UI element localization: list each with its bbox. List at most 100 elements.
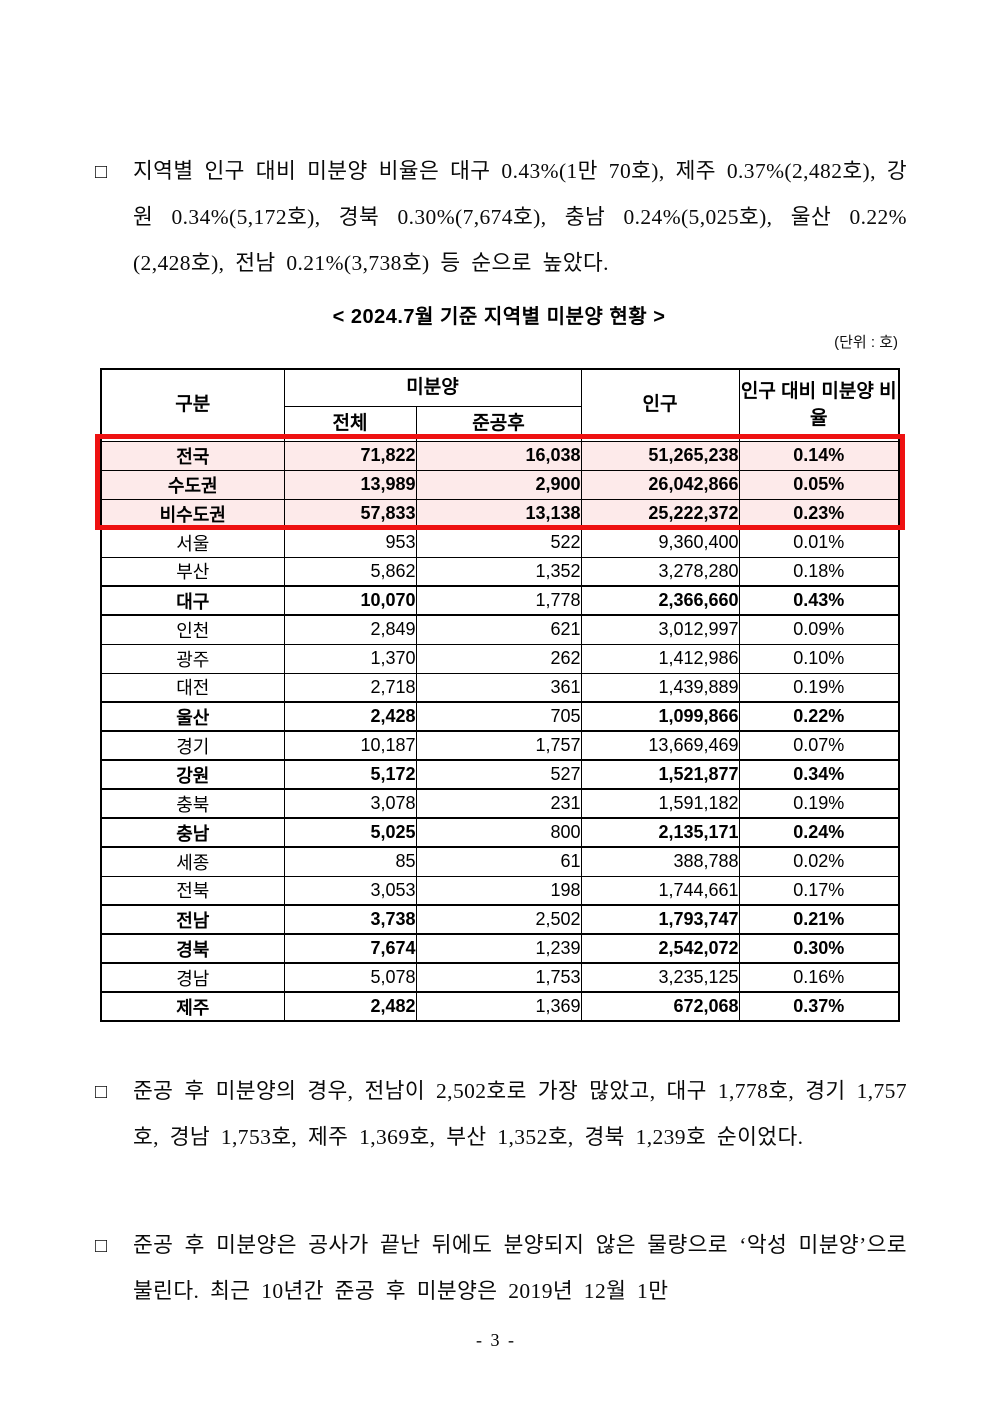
cell-unsold-total: 2,718: [283, 672, 417, 703]
cell-unsold-total: 10,070: [283, 585, 417, 616]
cell-ratio: 0.18%: [738, 556, 900, 587]
cell-region: 비수도권: [100, 498, 285, 529]
cell-unsold-total: 71,822: [283, 440, 417, 471]
cell-unsold-after-completion: 800: [415, 817, 582, 848]
cell-ratio: 0.30%: [738, 933, 900, 964]
table-row: 전남 3,738 2,502 1,793,747 0.21%: [100, 904, 900, 935]
cell-region: 울산: [100, 701, 285, 732]
cell-unsold-after-completion: 1,753: [415, 962, 582, 993]
cell-population: 2,542,072: [580, 933, 740, 964]
cell-ratio: 0.43%: [738, 585, 900, 616]
cell-unsold-after-completion: 1,352: [415, 556, 582, 587]
cell-ratio: 0.34%: [738, 759, 900, 790]
cell-unsold-after-completion: 1,369: [415, 991, 582, 1022]
table-row: 경기 10,187 1,757 13,669,469 0.07%: [100, 730, 900, 761]
table-row: 충남 5,025 800 2,135,171 0.24%: [100, 817, 900, 848]
table-title: < 2024.7월 기준 지역별 미분양 현황 >: [332, 306, 666, 328]
cell-ratio: 0.16%: [738, 962, 900, 993]
cell-region: 대전: [100, 672, 285, 703]
table-row: 강원 5,172 527 1,521,877 0.34%: [100, 759, 900, 790]
cell-population: 1,099,866: [580, 701, 740, 732]
cell-region: 세종: [100, 846, 285, 877]
paragraph-unsold-ratio: □ 지역별 인구 대비 미분양 비율은 대구 0.43%(1만 70호), 제주…: [95, 148, 907, 286]
cell-unsold-after-completion: 1,239: [415, 933, 582, 964]
cell-ratio: 0.01%: [738, 527, 900, 558]
table-row: 서울 953 522 9,360,400 0.01%: [100, 527, 900, 558]
cell-unsold-after-completion: 621: [415, 614, 582, 645]
cell-unsold-total: 3,738: [283, 904, 417, 935]
cell-unsold-after-completion: 2,502: [415, 904, 582, 935]
cell-unsold-after-completion: 16,038: [415, 440, 582, 471]
table-body: 전국 71,822 16,038 51,265,238 0.14% 수도권 13,989 2,…: [100, 440, 900, 1022]
table-unit-label: (단위 : 호): [834, 334, 898, 351]
paragraph-bad-unsold: □ 준공 후 미분양은 공사가 끝난 뒤에도 분양되지 않은 물량으로 ‘악성 …: [95, 1222, 907, 1314]
header-total: 전체: [283, 405, 417, 442]
cell-ratio: 0.19%: [738, 788, 900, 819]
cell-population: 1,412,986: [580, 643, 740, 674]
cell-population: 51,265,238: [580, 440, 740, 471]
cell-unsold-total: 10,187: [283, 730, 417, 761]
header-population: 인구: [580, 368, 740, 442]
cell-ratio: 0.07%: [738, 730, 900, 761]
cell-region: 대구: [100, 585, 285, 616]
cell-ratio: 0.05%: [738, 469, 900, 500]
cell-unsold-total: 953: [283, 527, 417, 558]
table-row: 대구 10,070 1,778 2,366,660 0.43%: [100, 585, 900, 616]
header-unsold-group: 미분양: [283, 368, 582, 407]
square-bullet-icon: □: [95, 1081, 108, 1103]
cell-ratio: 0.10%: [738, 643, 900, 674]
paragraph-text: 준공 후 미분양은 공사가 끝난 뒤에도 분양되지 않은 물량으로 ‘악성 미분…: [133, 1233, 907, 1303]
table-row: 전북 3,053 198 1,744,661 0.17%: [100, 875, 900, 906]
cell-population: 9,360,400: [580, 527, 740, 558]
cell-unsold-after-completion: 262: [415, 643, 582, 674]
cell-region: 부산: [100, 556, 285, 587]
paragraph-completed-unsold: □ 준공 후 미분양의 경우, 전남이 2,502호로 가장 많았고, 대구 1…: [95, 1068, 907, 1160]
table-header: 구분 미분양 인구 인구 대비 미분양 비율 전체 준공후: [100, 368, 900, 442]
table-row: 비수도권 57,833 13,138 25,222,372 0.23%: [100, 498, 900, 529]
cell-population: 2,135,171: [580, 817, 740, 848]
cell-unsold-after-completion: 231: [415, 788, 582, 819]
paragraph-text: 준공 후 미분양의 경우, 전남이 2,502호로 가장 많았고, 대구 1,7…: [133, 1079, 907, 1149]
cell-ratio: 0.24%: [738, 817, 900, 848]
table-row: 세종 85 61 388,788 0.02%: [100, 846, 900, 877]
cell-region: 강원: [100, 759, 285, 790]
cell-unsold-total: 2,849: [283, 614, 417, 645]
cell-unsold-total: 2,482: [283, 991, 417, 1022]
cell-region: 충북: [100, 788, 285, 819]
cell-unsold-total: 3,053: [283, 875, 417, 906]
table-row: 부산 5,862 1,352 3,278,280 0.18%: [100, 556, 900, 587]
cell-population: 3,235,125: [580, 962, 740, 993]
cell-unsold-after-completion: 61: [415, 846, 582, 877]
cell-unsold-total: 13,989: [283, 469, 417, 500]
table-row: 경북 7,674 1,239 2,542,072 0.30%: [100, 933, 900, 964]
cell-population: 25,222,372: [580, 498, 740, 529]
cell-ratio: 0.09%: [738, 614, 900, 645]
unsold-housing-table: 구분 미분양 인구 인구 대비 미분양 비율 전체 준공후 전국 71,822 16…: [100, 368, 901, 1022]
cell-region: 전북: [100, 875, 285, 906]
cell-population: 1,439,889: [580, 672, 740, 703]
cell-unsold-after-completion: 527: [415, 759, 582, 790]
table-row: 광주 1,370 262 1,412,986 0.10%: [100, 643, 900, 674]
cell-unsold-total: 5,862: [283, 556, 417, 587]
cell-region: 경기: [100, 730, 285, 761]
cell-ratio: 0.37%: [738, 991, 900, 1022]
cell-ratio: 0.21%: [738, 904, 900, 935]
cell-unsold-total: 57,833: [283, 498, 417, 529]
table-row: 대전 2,718 361 1,439,889 0.19%: [100, 672, 900, 703]
cell-region: 제주: [100, 991, 285, 1022]
cell-region: 경남: [100, 962, 285, 993]
cell-region: 전남: [100, 904, 285, 935]
cell-region: 전국: [100, 440, 285, 471]
cell-unsold-total: 7,674: [283, 933, 417, 964]
cell-population: 1,793,747: [580, 904, 740, 935]
cell-region: 충남: [100, 817, 285, 848]
cell-unsold-after-completion: 2,900: [415, 469, 582, 500]
cell-unsold-total: 3,078: [283, 788, 417, 819]
header-after-completion: 준공후: [415, 405, 582, 442]
cell-ratio: 0.17%: [738, 875, 900, 906]
cell-unsold-after-completion: 522: [415, 527, 582, 558]
table-row: 전국 71,822 16,038 51,265,238 0.14%: [100, 440, 900, 471]
cell-population: 3,278,280: [580, 556, 740, 587]
cell-unsold-total: 1,370: [283, 643, 417, 674]
cell-unsold-total: 2,428: [283, 701, 417, 732]
